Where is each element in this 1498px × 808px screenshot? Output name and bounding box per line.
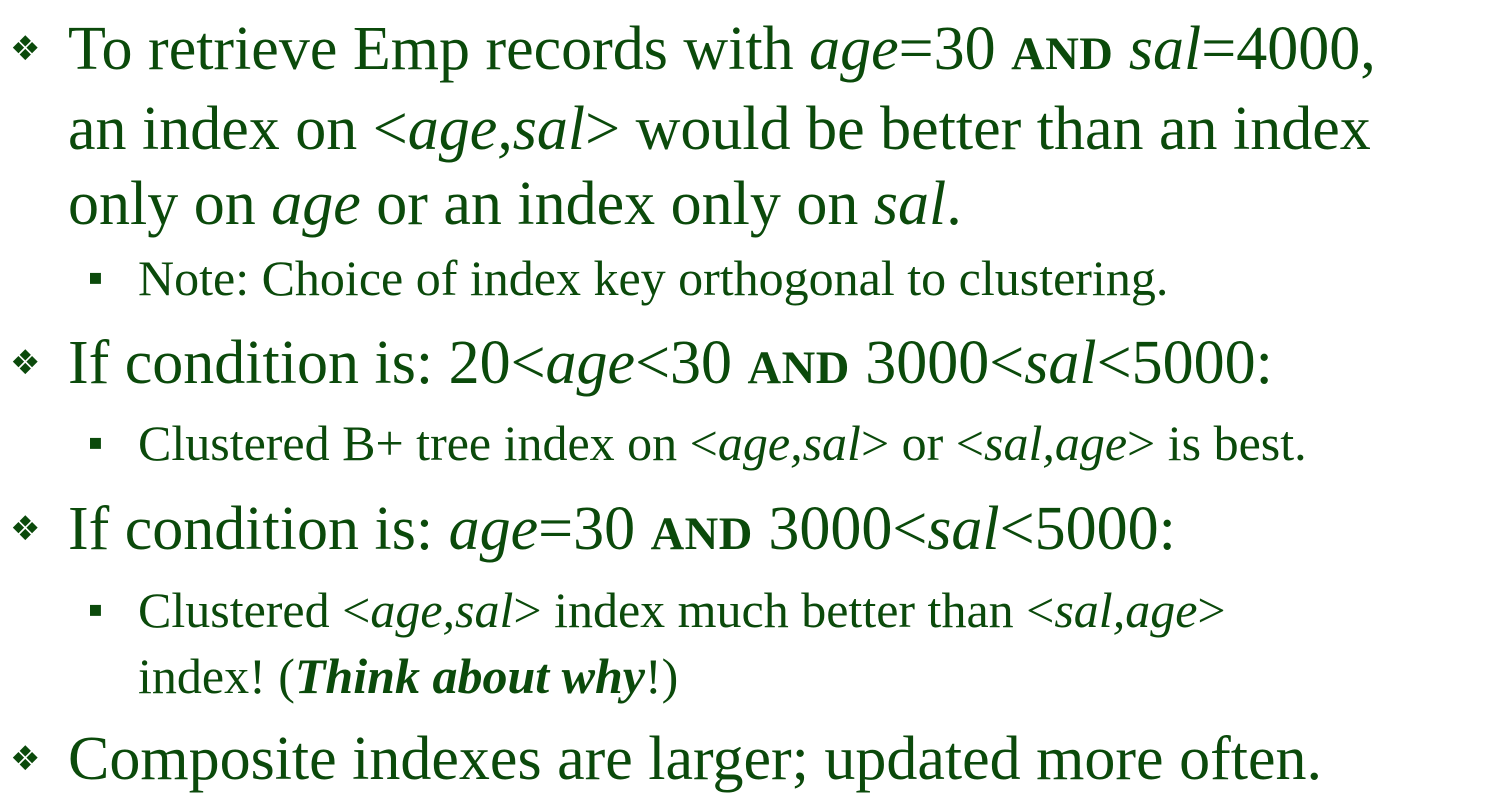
bullet-point-4-text: Composite indexes are larger; updated mo… <box>68 725 1322 793</box>
and-keyword: AND <box>747 343 850 394</box>
sub-bullet-3-line-2: index! (Think about why!) <box>138 648 679 704</box>
square-bullet-icon: ▪ <box>88 265 103 290</box>
diamond-bullet-icon: ❖ <box>10 29 41 69</box>
sub-bullet-3-text: Clustered <age,sal> index much better th… <box>138 577 1494 709</box>
bullet-point-1-line-1: To retrieve Emp records with age=30 AND … <box>68 15 1376 83</box>
square-bullet-icon: ▪ <box>88 597 103 622</box>
bullet-point-1-line-3: only on age or an index only on sal. <box>68 170 962 238</box>
bullet-point-3-text: If condition is: age=30 AND 3000<sal<500… <box>68 495 1176 563</box>
sub-bullet-1-text: Note: Choice of index key orthogonal to … <box>138 250 1169 306</box>
and-keyword: AND <box>650 509 753 560</box>
diamond-bullet-icon: ❖ <box>10 343 41 383</box>
bullet-point-2-text: If condition is: 20<age<30 AND 3000<sal<… <box>68 329 1273 397</box>
and-keyword: AND <box>1011 29 1114 80</box>
diamond-bullet-icon: ❖ <box>10 509 41 549</box>
sub-bullet-3-line-1: Clustered <age,sal> index much better th… <box>138 582 1226 638</box>
sub-bullet-2-text: Clustered B+ tree index on <age,sal> or … <box>138 415 1307 471</box>
emphasis-text: Think about why <box>294 648 645 704</box>
bullet-point-1-text: To retrieve Emp records with age=30 AND … <box>68 12 1494 242</box>
diamond-bullet-icon: ❖ <box>10 739 41 779</box>
bullet-point-1-line-2: an index on <age,sal> would be better th… <box>68 95 1371 163</box>
square-bullet-icon: ▪ <box>88 430 103 455</box>
